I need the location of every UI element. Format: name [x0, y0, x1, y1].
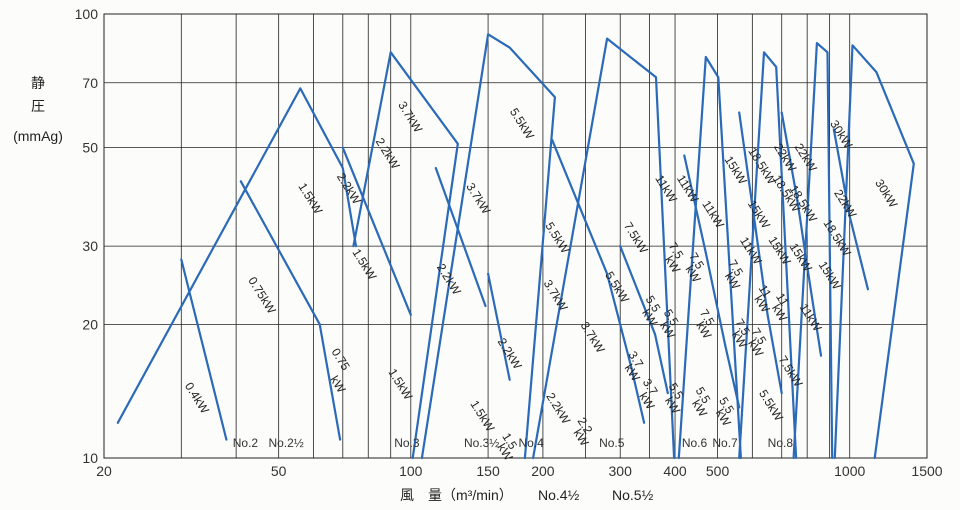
y-tick-label: 70 [82, 75, 98, 91]
fan-curve [704, 251, 727, 346]
model-label: No.3½ [464, 436, 499, 450]
model-label: No.5 [599, 436, 625, 450]
power-label: 0.75kW [245, 274, 279, 316]
y-tick-label: 10 [82, 450, 98, 466]
fan-curve [738, 111, 757, 229]
fan-curve [341, 146, 412, 316]
y-tick-label: 30 [82, 238, 98, 254]
model-label: No.3 [394, 436, 420, 450]
power-label: 5.5kW [507, 106, 537, 143]
power-label: 3.7kW [463, 180, 493, 217]
x-axis-label: 風 量（m³/min） [400, 487, 513, 503]
fan-curve [531, 37, 676, 460]
fan-curve [796, 199, 811, 283]
y-axis-label-1: 静 [31, 75, 45, 91]
power-label: 3.7kW [395, 99, 425, 136]
power-label: 30kW [872, 177, 900, 211]
fan-curve [832, 128, 851, 218]
fan-curve [738, 51, 798, 460]
model-labels: No.2 No.2½ No.3 No.3½ No.4 No.5 No.6 No.7 No.8 [233, 436, 794, 450]
power-label: kW [327, 373, 348, 396]
fan-curve [766, 313, 783, 395]
fan-curve [630, 366, 646, 424]
y-tick-label: 20 [82, 316, 98, 332]
model-label: No.7 [712, 436, 738, 450]
fan-curve [780, 111, 799, 202]
fan-curve [653, 333, 669, 395]
power-label: 0.4kW [182, 380, 212, 417]
fan-curve [677, 55, 743, 460]
fan-curve [420, 33, 557, 460]
fan-curve [848, 215, 870, 291]
power-label: 2.2kW [495, 335, 525, 372]
power-label: 30kW [827, 118, 855, 152]
x-tick-label: 200 [531, 463, 555, 479]
tick-labels: 20 50 100 150 200 300 400 500 1000 15001020305070… [75, 6, 943, 479]
curves [116, 33, 915, 460]
fan-curve [434, 166, 487, 308]
power-label: 1.5kW [349, 246, 379, 283]
fan-curve [605, 272, 633, 369]
model-label: No.4 [518, 436, 544, 450]
fan-curve [754, 226, 769, 316]
power-label: 0.75 [329, 346, 353, 374]
x-tick-label: 50 [271, 463, 287, 479]
power-label: 18.5kW [820, 217, 854, 259]
fan-curve [808, 280, 823, 357]
power-label: 2.2kW [373, 135, 403, 172]
power-label: 22kW [792, 141, 820, 175]
model-label: No.2½ [268, 436, 303, 450]
y-axis-label-3: (mmAg) [13, 128, 63, 144]
fan-curve [487, 272, 511, 381]
fan-curve [239, 180, 321, 326]
x-tick-label: 400 [663, 463, 687, 479]
y-tick-label: 100 [75, 6, 99, 22]
extra-model-label-2: No.5½ [612, 487, 654, 503]
power-label: 22kW [831, 187, 859, 221]
fan-curve [683, 154, 707, 254]
model-label: No.6 [682, 436, 708, 450]
plot-frame [103, 13, 928, 459]
fan-curve [180, 258, 228, 441]
x-tick-label: 20 [96, 463, 112, 479]
fan-curve [116, 87, 358, 424]
power-label: 15kW [816, 259, 844, 293]
fan-curve [551, 139, 609, 275]
fan-curve [723, 343, 741, 409]
power-label: 3.7kW [541, 277, 571, 314]
x-tick-label: 100 [399, 463, 423, 479]
y-tick-label: 50 [82, 140, 98, 156]
power-label: 11kW [699, 198, 727, 231]
x-tick-label: 1500 [911, 463, 942, 479]
x-tick-label: 300 [609, 463, 633, 479]
fan-curve [318, 323, 342, 441]
power-label: 5.5kW [602, 269, 632, 306]
power-label: 5.5kW [542, 220, 572, 257]
y-axis-label-2: 圧 [31, 98, 45, 114]
model-label: No.2 [233, 436, 259, 450]
extra-model-label-1: No.4½ [538, 487, 580, 503]
x-tick-label: 1000 [834, 463, 865, 479]
model-label: No.8 [768, 436, 794, 450]
x-tick-label: 150 [476, 463, 500, 479]
fan-curve [619, 245, 657, 336]
power-label: 1.5kW [467, 398, 497, 435]
power-label: 1.5kW [295, 180, 325, 217]
power-label: 2.2kW [543, 390, 573, 427]
power-label: kW [751, 293, 772, 316]
power-label: 15kW [745, 198, 773, 232]
fan-curve [833, 44, 915, 460]
fan-curve [352, 51, 459, 460]
x-tick-label: 500 [706, 463, 730, 479]
power-label: 7.5kW [621, 220, 651, 257]
